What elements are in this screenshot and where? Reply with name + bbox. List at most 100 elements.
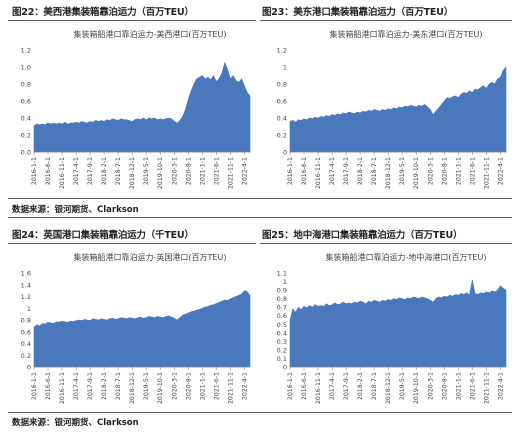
x-tick-label: 2018-12-1 [385,157,392,189]
y-tick-label: 0.1 [277,355,287,363]
y-tick-label: 0 [283,149,287,157]
x-tick-label: 2019-5-1 [399,372,406,400]
y-tick-label: 0.8 [277,295,287,303]
x-tick-label: 2019-5-1 [399,157,406,185]
y-tick-label: 0.4 [277,115,287,123]
title-divider [260,20,512,21]
x-tick-label: 2018-7-1 [115,372,122,400]
x-tick-label: 2022-4-1 [241,372,248,400]
y-tick-label: 0.2 [21,132,31,140]
x-tick-label: 2018-12-1 [129,372,136,404]
x-tick-label: 2017-4-1 [329,372,336,400]
y-tick-label: 1.2 [277,47,287,55]
x-tick-label: 2021-11-1 [483,157,490,189]
figure-panel-us-east: 图23：美东港口集装箱靠泊运力（百万TEU） 集装箱船港口靠泊运力-美东港口(百… [260,0,519,200]
x-tick-label: 2018-7-1 [115,157,122,185]
x-tick-label: 2020-3-1 [171,372,178,400]
x-tick-label: 2021-1-1 [455,157,462,185]
x-tick-label: 2018-2-1 [357,157,364,185]
y-tick-label: 1 [283,278,287,286]
x-tick-label: 2016-1-1 [31,372,38,400]
x-tick-label: 2016-11-1 [315,372,322,404]
x-tick-label: 2016-6-1 [45,157,52,185]
y-tick-label: 0.8 [21,81,31,89]
y-tick-label: 0.4 [21,340,31,348]
figure-panel-us-west: 图22：美西港集装箱靠泊运力（百万TEU） 集装箱船港口靠泊运力-美西港口(百万… [0,0,260,200]
series-area [33,61,251,153]
area-chart-mediterranean: 集装箱船港口靠泊运力-地中海港口(百万TEU)00.10.20.30.40.50… [277,252,507,404]
y-tick-label: 1.4 [21,281,31,289]
y-tick-label: 0 [283,364,287,372]
x-tick-label: 2021-11-1 [483,372,490,404]
y-tick-label: 1.1 [277,270,287,278]
x-tick-label: 2021-6-1 [469,372,476,400]
x-tick-label: 2021-1-1 [199,372,206,400]
y-tick-label: 0.4 [277,329,287,337]
figure-title: 图24：英国港口集装箱靠泊运力（千TEU） [12,230,194,241]
x-tick-label: 2016-1-1 [31,157,38,185]
chart-title: 集装箱船港口靠泊运力-美东港口(百万TEU) [330,29,483,39]
x-tick-label: 2016-6-1 [45,372,52,400]
y-tick-label: 1.0 [21,64,31,72]
y-tick-label: 0.4 [21,115,31,123]
source-note: 数据来源：银河期货、Clarkson [12,418,139,428]
x-tick-label: 2022-4-1 [497,157,504,185]
x-tick-label: 2017-9-1 [87,157,94,185]
y-tick-label: 0.2 [277,132,287,140]
y-tick-label: 0.3 [277,338,287,346]
x-tick-label: 2020-3-1 [427,157,434,185]
x-tick-label: 2019-10-1 [157,372,164,404]
x-tick-label: 2018-12-1 [129,157,136,189]
y-tick-label: 0.6 [21,98,31,106]
source-divider [8,412,512,413]
x-tick-label: 2021-1-1 [199,157,206,185]
figure-title: 图22：美西港集装箱靠泊运力（百万TEU） [12,7,194,18]
y-tick-label: 0.6 [277,98,287,106]
y-tick-label: 1 [283,64,287,72]
figure-title: 图23：美东港口集装箱靠泊运力（百万TEU） [262,7,454,18]
x-tick-label: 2018-2-1 [357,372,364,400]
x-tick-label: 2016-11-1 [315,157,322,189]
x-tick-label: 2018-12-1 [385,372,392,404]
y-tick-label: 0.0 [21,149,31,157]
figure-title: 图25：地中海港口集装箱靠泊运力（百万TEU） [262,230,463,241]
x-tick-label: 2019-5-1 [143,372,150,400]
x-tick-label: 2017-4-1 [73,157,80,185]
area-chart-us-west: 集装箱船港口靠泊运力-美西港口(百万TEU) 0.0 0.2 0.4 0.6 0.8 1.0… [21,29,251,189]
y-tick-label: 1.2 [21,47,31,55]
area-chart-us-east: 集装箱船港口靠泊运力-美东港口(百万TEU) 0 0.2 0.4 0.6 0.8 1 1.2 2… [277,29,507,189]
figure-panel-mediterranean: 图25：地中海港口集装箱靠泊运力（百万TEU） 集装箱船港口靠泊运力-地中海港口… [260,220,519,410]
x-tick-label: 2020-8-1 [441,157,448,185]
y-tick-label: 0.5 [277,321,287,329]
series-area [289,66,507,153]
chart-title: 集装箱船港口靠泊运力-英国港口(百万TEU) [74,252,227,262]
x-tick-label: 2018-2-1 [101,157,108,185]
series-area [289,279,507,368]
title-divider [8,243,256,244]
x-tick-label: 2017-9-1 [87,372,94,400]
area-chart-uk: 集装箱船港口靠泊运力-英国港口(百万TEU) 0 0.2 0.4 0.6 0.8 1 1.2 1… [21,252,251,404]
y-tick-label: 1.2 [21,293,31,301]
x-tick-label: 2020-8-1 [441,372,448,400]
source-note: 数据来源：银河期货、Clarkson [12,205,139,215]
x-tick-label: 2021-11-1 [227,157,234,189]
x-tick-label: 2016-11-1 [59,372,66,404]
chart-title: 集装箱船港口靠泊运力-地中海港口(百万TEU) [326,252,487,262]
x-tick-label: 2020-8-1 [185,157,192,185]
x-tick-label: 2016-1-1 [287,157,294,185]
x-tick-label: 2020-3-1 [427,372,434,400]
title-divider [8,20,256,21]
x-tick-label: 2021-6-1 [469,157,476,185]
x-tick-label: 2016-11-1 [59,157,66,189]
x-tick-label: 2017-4-1 [73,372,80,400]
y-tick-label: 0.9 [277,287,287,295]
x-tick-label: 2017-9-1 [343,157,350,185]
x-tick-label: 2021-11-1 [227,372,234,404]
y-tick-label: 0.8 [277,81,287,89]
y-tick-label: 0.2 [21,352,31,360]
x-tick-label: 2019-10-1 [413,157,420,189]
x-tick-label: 2022-4-1 [241,157,248,185]
x-tick-label: 2018-2-1 [101,372,108,400]
x-tick-label: 2021-6-1 [213,372,220,400]
x-tick-label: 2017-4-1 [329,157,336,185]
